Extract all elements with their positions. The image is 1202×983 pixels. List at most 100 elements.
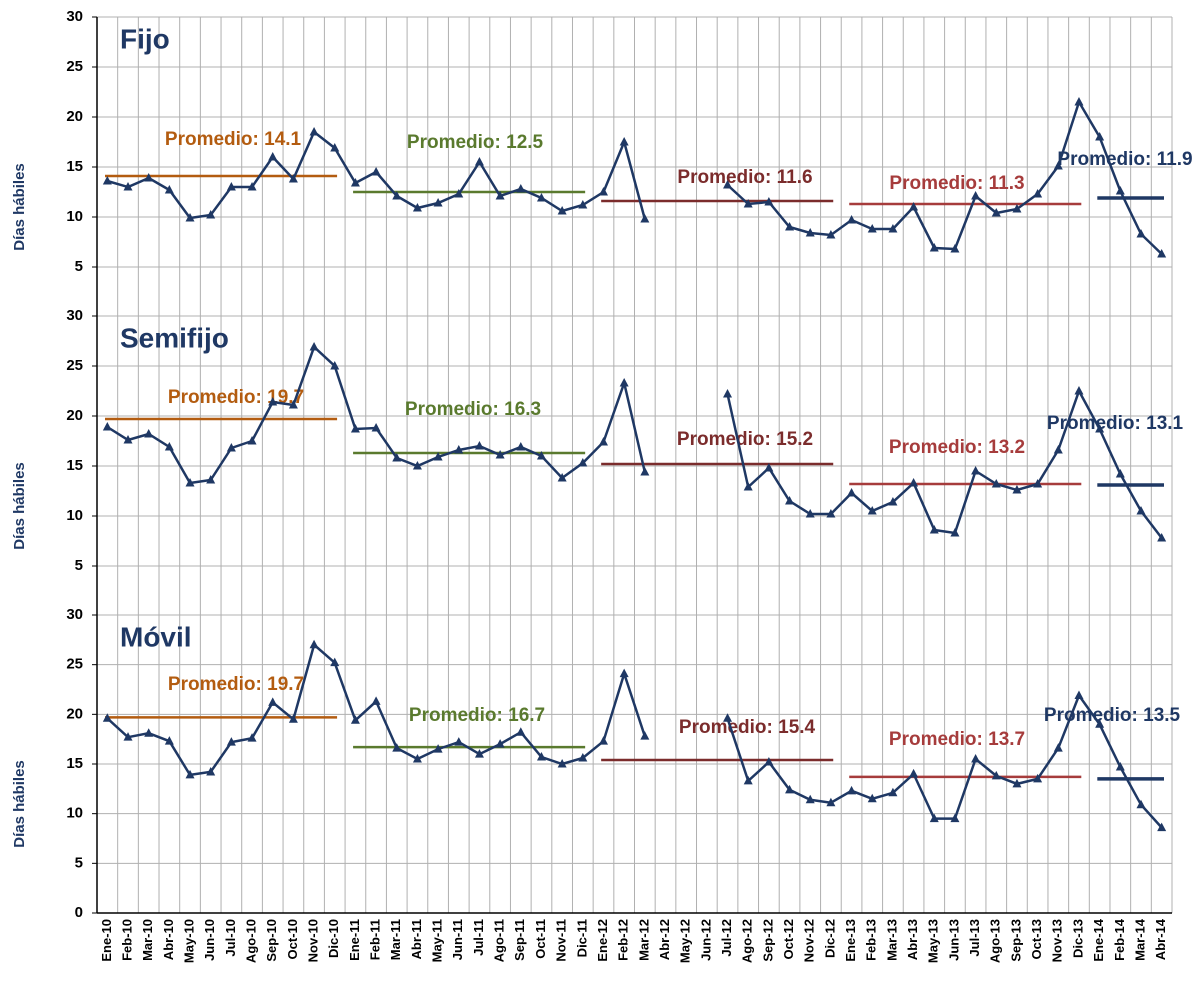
x-tick-label: Mar-14 — [1132, 918, 1147, 961]
data-point — [144, 173, 154, 182]
x-tick-label: Mar-11 — [388, 919, 403, 960]
x-tick-label: Jul-10 — [223, 919, 238, 957]
data-point — [226, 443, 236, 452]
data-point — [950, 528, 960, 537]
x-tick-label: Ago-13 — [988, 919, 1003, 963]
data-point — [247, 182, 257, 191]
data-point — [1095, 719, 1105, 728]
data-point — [888, 787, 898, 797]
data-point — [536, 752, 546, 761]
data-point — [516, 184, 526, 193]
x-tick-label: Feb-14 — [1112, 918, 1127, 961]
y-tick-label: 25 — [66, 357, 83, 374]
data-point — [991, 770, 1001, 780]
data-point — [371, 696, 381, 705]
data-point — [1053, 445, 1063, 454]
x-tick-label: Sep-11 — [512, 919, 527, 961]
data-point — [330, 657, 340, 667]
data-point — [598, 437, 608, 446]
data-point — [619, 137, 629, 146]
y-tick-label: 25 — [66, 58, 83, 75]
data-point — [185, 478, 195, 487]
average-label: Promedio: 13.7 — [889, 729, 1025, 750]
x-tick-label: Nov-13 — [1050, 919, 1065, 962]
y-tick-label: 20 — [66, 108, 83, 125]
x-tick-label: Mar-12 — [636, 919, 651, 961]
data-point — [1074, 386, 1084, 395]
data-point — [723, 180, 733, 189]
data-point — [412, 754, 422, 763]
data-point — [123, 732, 133, 741]
data-point — [1157, 822, 1167, 832]
data-point — [1115, 186, 1125, 195]
data-point — [392, 191, 402, 200]
average-label: Promedio: 11.3 — [889, 173, 1024, 194]
data-point — [412, 461, 422, 470]
data-point — [764, 757, 774, 766]
data-point — [206, 475, 216, 484]
data-point — [743, 199, 753, 208]
data-point — [557, 206, 567, 215]
data-point — [950, 244, 960, 253]
data-point — [164, 736, 174, 745]
x-tick-label: Abr-13 — [905, 919, 920, 960]
average-label: Promedio: 13.1 — [1047, 413, 1184, 434]
data-point — [826, 797, 836, 807]
data-point — [371, 167, 381, 176]
data-point — [888, 497, 898, 506]
data-point — [495, 450, 505, 459]
data-point — [991, 208, 1001, 217]
data-point — [971, 191, 981, 200]
data-point — [867, 224, 877, 233]
average-label: Promedio: 14.1 — [165, 129, 302, 150]
x-tick-label: Abr-11 — [409, 919, 424, 959]
data-point — [1136, 506, 1146, 515]
data-point — [1157, 249, 1167, 258]
average-label: Promedio: 19.7 — [168, 387, 304, 408]
y-tick-label: 20 — [66, 407, 83, 424]
x-tick-label: Oct-13 — [1029, 919, 1044, 959]
data-point — [268, 697, 278, 706]
y-tick-label: 30 — [66, 8, 83, 25]
data-point — [640, 214, 650, 223]
x-tick-label: Feb-11 — [368, 919, 383, 960]
data-point — [785, 784, 795, 794]
data-point — [557, 759, 567, 768]
data-point — [640, 731, 650, 740]
data-point — [206, 766, 216, 776]
data-point — [123, 435, 133, 444]
data-point — [909, 478, 919, 487]
data-point — [144, 429, 154, 438]
data-point — [1053, 161, 1063, 170]
data-point — [454, 737, 464, 746]
x-tick-label: Mar-10 — [140, 919, 155, 961]
data-point — [288, 714, 298, 723]
data-point — [888, 224, 898, 233]
y-tick-label: 10 — [66, 805, 83, 822]
x-tick-label: Dic-13 — [1070, 919, 1085, 958]
y-tick-label: 15 — [66, 158, 83, 175]
data-point — [640, 467, 650, 476]
panel-title: Fijo — [120, 23, 170, 54]
data-point — [1033, 189, 1043, 198]
data-point — [578, 458, 588, 467]
data-point — [454, 189, 464, 198]
data-point — [288, 174, 298, 183]
data-point — [1136, 229, 1146, 238]
x-tick-label: Ene-14 — [1091, 918, 1106, 961]
data-point — [474, 157, 484, 166]
x-tick-label: Dic-11 — [574, 919, 589, 957]
data-point — [1033, 479, 1043, 488]
x-tick-label: Jun-13 — [946, 919, 961, 961]
x-tick-label: May-13 — [926, 919, 941, 963]
data-point — [1115, 761, 1125, 771]
x-tick-label: Nov-12 — [802, 919, 817, 962]
data-point — [847, 215, 857, 224]
data-point — [1136, 799, 1146, 809]
data-point — [950, 813, 960, 823]
data-point — [867, 793, 877, 803]
data-point — [350, 178, 360, 187]
y-tick-label: 0 — [75, 904, 83, 921]
data-point — [847, 785, 857, 795]
data-point — [1012, 204, 1022, 213]
